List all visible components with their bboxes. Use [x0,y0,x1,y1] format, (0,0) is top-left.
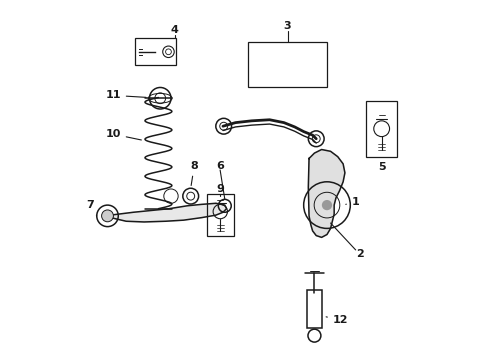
Circle shape [102,210,113,222]
Bar [206,194,233,235]
Bar [366,101,396,157]
Text: 3: 3 [283,21,291,31]
Bar [306,291,322,328]
Text: 11: 11 [105,90,146,100]
Text: 9: 9 [216,184,224,194]
Text: 7: 7 [86,200,97,216]
Text: 8: 8 [190,161,198,185]
Circle shape [321,200,331,210]
Text: 10: 10 [105,129,141,140]
Text: 1: 1 [345,197,359,207]
Bar [247,42,326,87]
Polygon shape [104,203,226,222]
Text: 6: 6 [216,161,224,171]
Text: 5: 5 [377,162,385,172]
Text: 2: 2 [355,248,363,258]
Polygon shape [308,149,344,237]
Text: 12: 12 [325,315,347,325]
Bar [135,39,176,65]
Text: 4: 4 [170,25,178,35]
